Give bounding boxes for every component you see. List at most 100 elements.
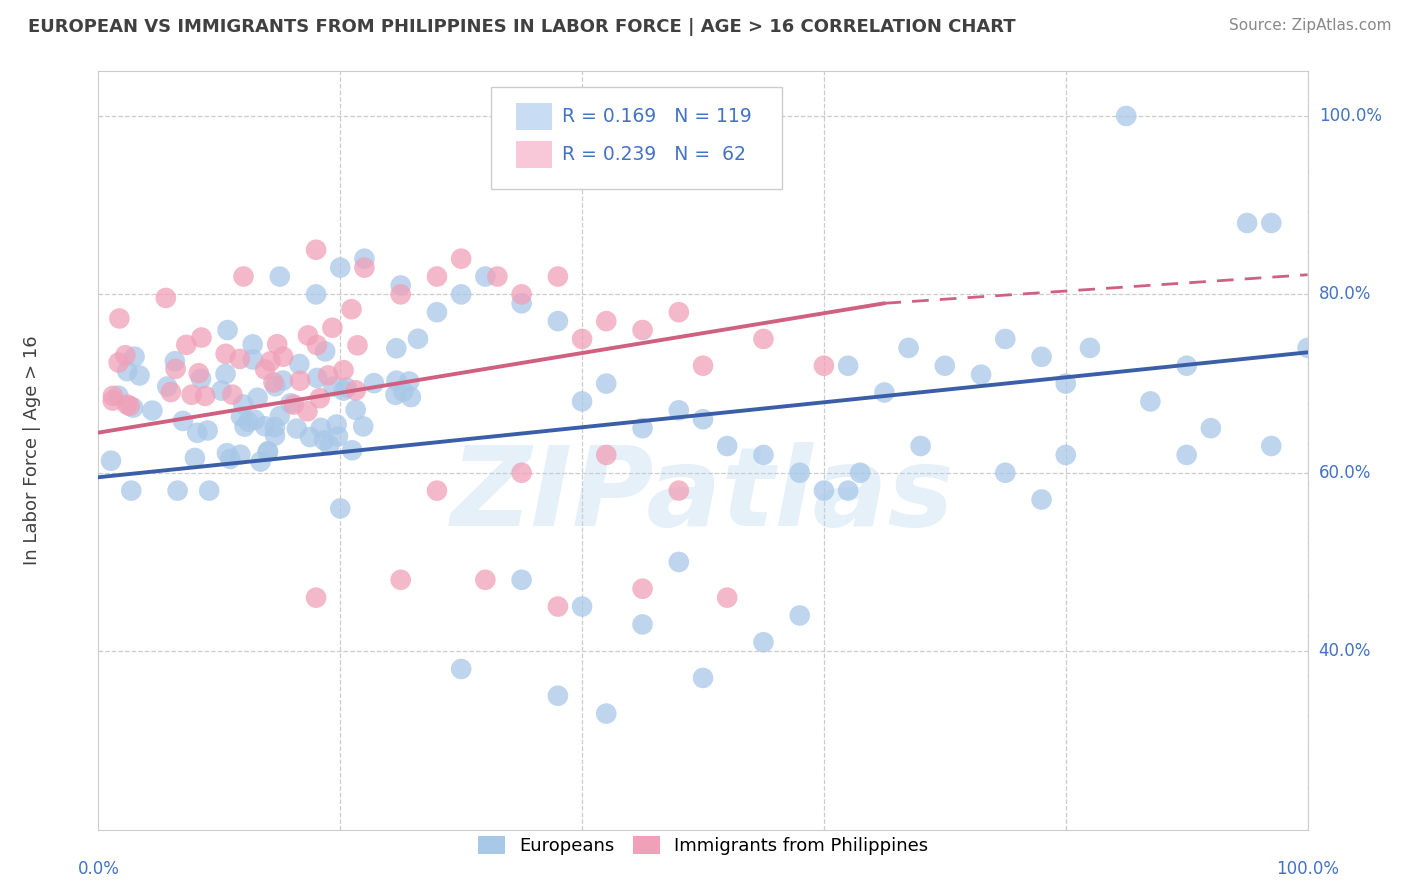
Point xyxy=(163,354,186,368)
Point xyxy=(340,302,363,317)
Point xyxy=(124,350,146,364)
Point xyxy=(159,385,181,400)
Point xyxy=(1296,341,1319,355)
Point xyxy=(297,404,319,418)
Point xyxy=(242,337,264,351)
Point xyxy=(752,635,775,649)
Point xyxy=(789,608,811,623)
Point xyxy=(1175,359,1198,373)
Point xyxy=(141,403,163,417)
Point xyxy=(264,420,287,434)
Point xyxy=(266,337,288,351)
Point xyxy=(385,341,408,355)
Point xyxy=(297,328,319,343)
Point xyxy=(571,394,593,409)
Point xyxy=(259,354,281,368)
Point xyxy=(970,368,993,382)
Point xyxy=(352,419,374,434)
Point xyxy=(219,451,242,466)
Point xyxy=(389,573,412,587)
Point xyxy=(262,376,284,390)
Point xyxy=(269,269,291,284)
Point xyxy=(285,421,308,435)
Point xyxy=(217,323,239,337)
Point xyxy=(595,448,617,462)
Point xyxy=(308,391,330,405)
Point xyxy=(344,402,367,417)
Point xyxy=(426,269,449,284)
Point xyxy=(994,332,1017,346)
Point xyxy=(254,362,277,376)
Point xyxy=(1115,109,1137,123)
Point xyxy=(156,379,179,393)
Point xyxy=(120,483,142,498)
Point xyxy=(305,287,328,301)
Point xyxy=(115,364,138,378)
Point xyxy=(631,582,654,596)
Text: R = 0.169   N = 119: R = 0.169 N = 119 xyxy=(561,107,751,127)
Point xyxy=(389,287,412,301)
Point xyxy=(1236,216,1258,230)
Point xyxy=(897,341,920,355)
Text: In Labor Force | Age > 16: In Labor Force | Age > 16 xyxy=(22,335,41,566)
Point xyxy=(340,443,363,458)
Point xyxy=(214,347,236,361)
Point xyxy=(165,361,187,376)
Point xyxy=(571,332,593,346)
Point xyxy=(184,450,207,465)
Point xyxy=(238,415,260,429)
FancyBboxPatch shape xyxy=(492,87,782,189)
Point xyxy=(128,368,150,383)
Point xyxy=(450,287,472,301)
Point xyxy=(107,389,129,403)
Point xyxy=(692,359,714,373)
Point xyxy=(398,375,420,389)
Point xyxy=(510,466,533,480)
Point xyxy=(363,376,385,391)
Point xyxy=(332,363,354,377)
Point xyxy=(668,555,690,569)
Point xyxy=(547,689,569,703)
Point xyxy=(595,314,617,328)
Point xyxy=(450,252,472,266)
Point xyxy=(229,448,252,462)
Point xyxy=(305,591,328,605)
Point xyxy=(1031,492,1053,507)
Point xyxy=(813,483,835,498)
Point xyxy=(392,384,415,399)
Point xyxy=(221,387,243,401)
Point xyxy=(837,483,859,498)
Point xyxy=(288,357,311,371)
Point xyxy=(474,573,496,587)
Point xyxy=(692,671,714,685)
Point xyxy=(307,371,329,385)
Point xyxy=(283,398,305,412)
FancyBboxPatch shape xyxy=(516,141,551,169)
Point xyxy=(305,243,328,257)
Point xyxy=(101,389,124,403)
Point xyxy=(256,445,278,459)
Point xyxy=(264,379,287,393)
Point xyxy=(305,338,328,352)
Point xyxy=(595,376,617,391)
Point xyxy=(450,662,472,676)
Point xyxy=(325,417,347,432)
Text: 40.0%: 40.0% xyxy=(1319,642,1371,660)
Point xyxy=(353,260,375,275)
Point xyxy=(229,409,252,424)
Point xyxy=(668,305,690,319)
Point xyxy=(1054,376,1077,391)
Point xyxy=(1054,448,1077,462)
Point xyxy=(571,599,593,614)
Point xyxy=(316,368,339,383)
Point xyxy=(1031,350,1053,364)
Point xyxy=(233,419,256,434)
Point xyxy=(166,483,188,498)
Point xyxy=(426,483,449,498)
Point xyxy=(873,385,896,400)
Point xyxy=(752,448,775,462)
Point xyxy=(510,287,533,301)
Point xyxy=(257,444,280,458)
Point xyxy=(229,351,252,366)
Point xyxy=(211,384,233,398)
